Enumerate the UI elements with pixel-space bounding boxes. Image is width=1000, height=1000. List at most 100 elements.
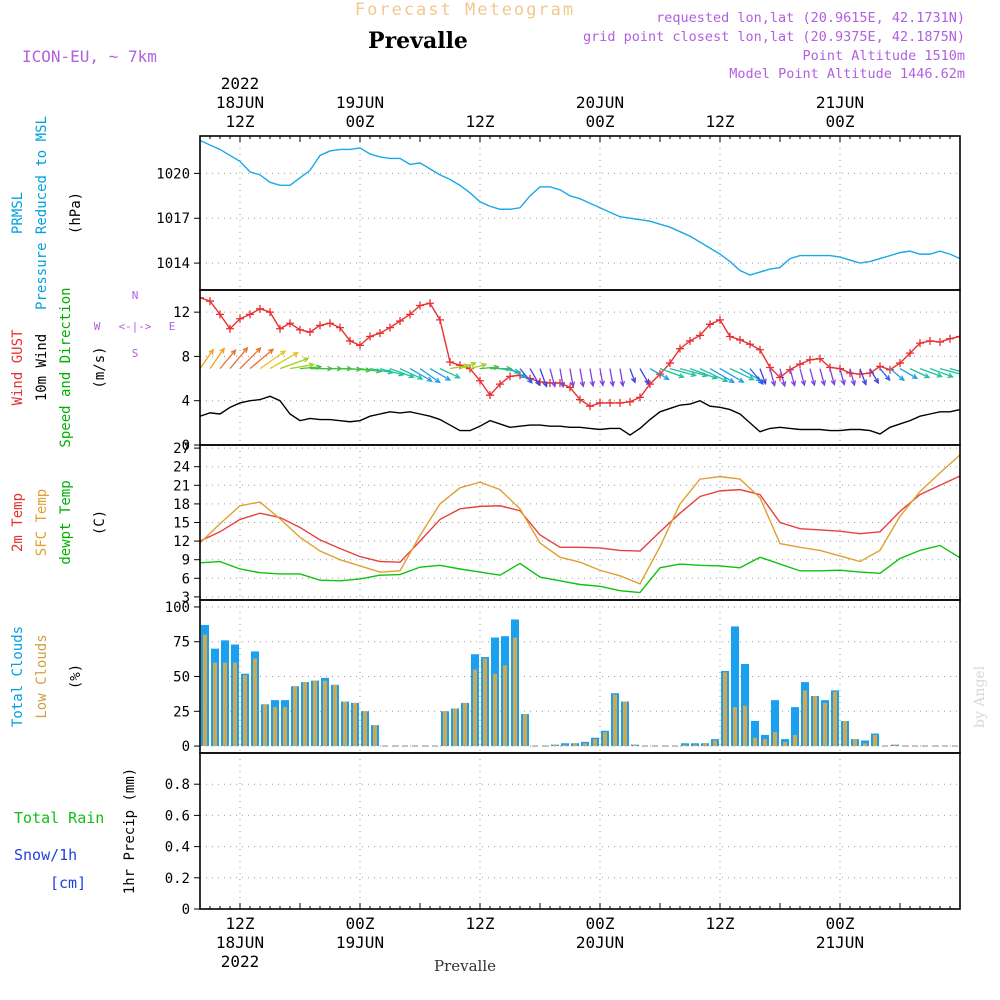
bar-low-cloud <box>513 637 517 747</box>
panel-temperature <box>200 454 960 594</box>
signature: by Angel <box>972 665 988 728</box>
time-label-bottom: 18JUN <box>216 933 264 952</box>
gust-marker <box>796 360 804 369</box>
wind-arrow <box>519 368 533 384</box>
wind-arrow <box>619 368 624 386</box>
ylabel-line: 2m Temp <box>10 493 26 552</box>
wind-arrow <box>479 366 499 370</box>
series-line <box>200 139 960 276</box>
wind-arrow-head <box>840 379 846 386</box>
wind-arrow-head <box>722 377 729 383</box>
bar-low-cloud <box>893 744 897 747</box>
wind-arrow <box>599 368 604 386</box>
bar-low-cloud <box>623 701 627 747</box>
series-line <box>200 544 960 594</box>
wind-arrow <box>559 368 564 387</box>
wind-arrow <box>529 368 541 386</box>
wind-arrow-head <box>663 374 670 381</box>
bar-low-cloud <box>873 734 877 747</box>
compass-north: N <box>132 289 139 302</box>
gust-marker <box>806 355 814 364</box>
wind-arrow <box>789 368 796 386</box>
wind-arrow <box>679 367 708 377</box>
wind-arrow <box>219 349 236 370</box>
bar-low-cloud <box>833 691 837 747</box>
point-altitude: Point Altitude 1510m <box>802 48 965 64</box>
bar-low-cloud <box>523 714 527 747</box>
gust-marker <box>736 335 744 344</box>
data-layer <box>200 139 960 747</box>
gust-marker <box>306 328 314 337</box>
bar-low-cloud <box>273 707 277 747</box>
grid-layer <box>200 136 960 910</box>
gust-marker <box>836 364 844 373</box>
wind-arrow-head <box>820 379 826 387</box>
wind-arrow-head <box>761 378 767 386</box>
bar-low-cloud <box>593 739 597 747</box>
ylabel-line: SFC Temp <box>34 489 50 556</box>
time-label-top: 00Z <box>586 112 615 131</box>
wind-arrow <box>209 348 225 369</box>
gust-marker <box>506 372 514 381</box>
bar-low-cloud <box>563 744 567 747</box>
wind-arrow-head <box>780 380 787 388</box>
bar-low-cloud <box>233 662 237 747</box>
wind-arrow-head <box>738 377 745 383</box>
wind-arrow-head <box>417 374 424 380</box>
wind-arrow-head <box>542 381 548 388</box>
bar-low-cloud <box>373 725 377 747</box>
wind-arrow-head <box>589 380 596 388</box>
unit-label: (%) <box>68 664 84 689</box>
wind-arrow-head <box>810 379 816 387</box>
gust-marker <box>706 320 714 329</box>
ytick-label: 6 <box>182 571 190 587</box>
wind-arrow <box>579 368 584 387</box>
gust-marker <box>596 398 604 407</box>
bar-low-cloud <box>443 711 447 747</box>
wind-arrow <box>569 368 574 387</box>
ytick-label: 24 <box>173 460 190 476</box>
panel-frame <box>199 135 961 291</box>
wind-arrow <box>929 367 953 378</box>
bar-low-cloud <box>303 682 307 747</box>
ytick-label: 27 <box>173 441 190 457</box>
time-label-bottom: 00Z <box>826 914 855 933</box>
gust-marker <box>646 380 654 389</box>
wind-arrow-head <box>748 375 755 381</box>
bar-total-cloud <box>771 700 779 747</box>
gust-marker <box>200 293 204 302</box>
gust-marker <box>346 336 354 345</box>
compass-east: E <box>169 320 176 333</box>
series-line <box>200 454 960 585</box>
gust-marker <box>726 332 734 341</box>
time-label-bottom: 00Z <box>586 914 615 933</box>
wind-arrow-head <box>898 375 905 382</box>
time-label-top: 20JUN <box>576 93 624 112</box>
gust-marker <box>926 336 934 345</box>
model-altitude: Model Point Altitude 1446.62m <box>729 66 965 82</box>
bar-low-cloud <box>713 740 717 747</box>
ytick-label: 50 <box>173 670 190 686</box>
bar-low-cloud <box>843 721 847 747</box>
gust-marker <box>936 338 944 347</box>
bar-total-cloud <box>791 707 799 747</box>
time-label-bottom: 12Z <box>706 914 735 933</box>
bar-low-cloud <box>463 702 467 747</box>
gust-marker <box>586 402 594 411</box>
bar-low-cloud <box>223 662 227 747</box>
bar-low-cloud <box>333 684 337 747</box>
compass-west: W <box>94 320 101 333</box>
wind-arrow <box>379 367 404 376</box>
wind-arrow <box>469 363 487 370</box>
wind-arrow-head <box>728 377 736 384</box>
gust-marker <box>436 315 444 324</box>
ylabel-line: Low Clouds <box>34 634 50 718</box>
gust-marker <box>486 391 494 400</box>
ytick-label: 9 <box>182 553 190 569</box>
ytick-label: 75 <box>173 635 190 651</box>
ytick-label: 0 <box>182 902 190 918</box>
wind-arrow-head <box>514 368 521 374</box>
wind-arrow <box>669 367 696 377</box>
bar-low-cloud <box>733 707 737 747</box>
